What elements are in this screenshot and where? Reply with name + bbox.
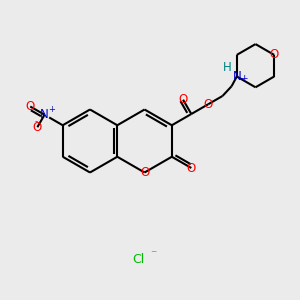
Text: O: O <box>33 121 42 134</box>
Text: N: N <box>232 70 241 83</box>
Text: ⁻: ⁻ <box>151 248 157 262</box>
Text: O: O <box>187 161 196 175</box>
Text: +: + <box>48 105 55 114</box>
Text: O: O <box>204 98 213 111</box>
Text: O: O <box>178 93 188 106</box>
Text: O: O <box>270 48 279 62</box>
Text: -: - <box>34 117 38 126</box>
Text: Cl: Cl <box>132 253 144 266</box>
Text: O: O <box>26 100 35 113</box>
Text: H: H <box>223 61 232 74</box>
Text: O: O <box>140 166 149 179</box>
Text: +: + <box>240 74 247 83</box>
Text: N: N <box>40 108 49 121</box>
